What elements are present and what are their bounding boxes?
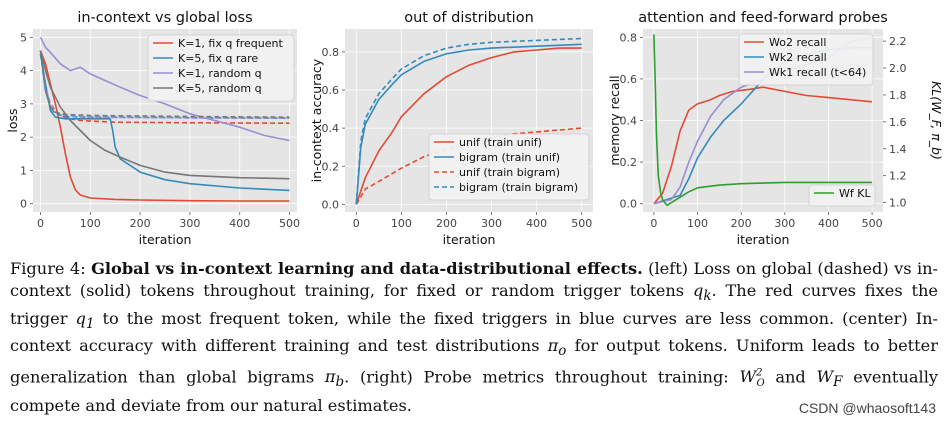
x-tick-label: 0 [353,217,360,230]
var-qk: qk [692,281,712,305]
y-tick-label: 0.0 [620,198,638,211]
y-tick-label: 0.8 [620,31,638,44]
y-tick-label: 0.2 [322,160,340,173]
x-tick-label: 200 [436,217,457,230]
legend-label: K=5, fix q rare [178,52,258,65]
chart-title: in-context vs global loss [77,10,252,26]
legend-label: Wo2 recall [769,36,826,49]
var-wo2: W2O [739,366,765,390]
series-line-3 [355,37,582,205]
y-tick-label: 2 [20,131,27,144]
x-tick-label: 500 [862,217,883,230]
y-right-tick-label: 2.0 [889,62,907,75]
legend-label: Wk2 recall [769,51,827,64]
y-right-axis-label: KL(W_F, π_b) [929,81,944,160]
legend-label: unif (train bigram) [459,166,560,179]
y-tick-label: 0.4 [620,115,638,128]
x-axis-label: iteration [737,232,790,247]
figure-panels: 0 100 200 300 400 500 0 1 2 3 4 5 in-context vs glob… [5,10,944,247]
y-tick-label: 1 [20,164,27,177]
chart-title: attention and feed-forward probes [638,10,888,26]
x-tick-label: 200 [130,217,151,230]
var-pi-b: πb [324,366,345,391]
legend-label: Wk1 recall (t<64) [769,66,866,79]
y-tick-label: 0.2 [620,156,638,169]
chart-title: out of distribution [404,10,534,26]
legend-box [428,133,590,201]
figure-caption: Figure 4: Global vs in-context learning … [10,259,939,416]
x-axis-label: iteration [139,232,192,247]
x-axis-label: iteration [443,232,496,247]
x-tick-label: 300 [179,217,200,230]
x-tick-label: 0 [37,217,44,230]
y-right-tick-label: 1.2 [889,170,907,183]
y-tick-label: 0 [20,198,27,211]
series-line-2 [39,53,290,192]
y-right-tick-label: 2.2 [889,35,907,48]
y-right-tick-label: 1.6 [889,116,907,129]
series-line-7 [39,50,290,118]
legend-box [147,34,295,102]
legend-label: K=1, random q [178,67,262,80]
var-q1: q1 [75,308,95,332]
series-line-0 [355,47,582,205]
x-tick-label: 100 [80,217,101,230]
y-right-tick-label: 1.0 [889,197,907,210]
legend-label: unif (train unif) [459,136,542,149]
legend-label: K=5, random q [178,82,262,95]
legend-label: bigram (train unif) [459,151,560,164]
x-tick-label: 400 [526,217,547,230]
x-tick-label: 400 [818,217,839,230]
x-tick-label: 500 [571,217,592,230]
ood-accuracy-chart: 0 100 200 300 400 500 0.0 0.2 0.4 0.6 0.8 out of di… [309,10,593,247]
legend-box [808,184,876,207]
legend-box [738,33,874,86]
x-tick-label: 0 [650,217,657,230]
series-line-3 [39,53,290,119]
y-tick-label: 0.6 [322,84,340,97]
series-line-0 [653,86,873,205]
caption-title: Global vs in-context learning and data-d… [91,259,643,278]
x-tick-label: 100 [391,217,412,230]
x-tick-label: 300 [774,217,795,230]
figure-label: Figure 4: [10,259,86,278]
y-tick-label: 4 [20,65,27,78]
y-axis-label: in-context accuracy [309,58,324,182]
legend-label: Wf KL [839,187,871,200]
series-line-4 [39,36,290,142]
y-tick-label: 0.6 [620,73,638,86]
x-tick-label: 200 [731,217,752,230]
y-right-tick-label: 1.8 [889,89,907,102]
csdn-watermark: CSDN @whaosoft143 [798,400,936,416]
legend-label: bigram (train bigram) [459,181,578,194]
y-tick-label: 0.8 [322,46,340,59]
x-tick-label: 500 [279,217,300,230]
y-tick-label: 3 [20,98,27,111]
x-tick-label: 300 [481,217,502,230]
y-tick-label: 5 [20,31,27,44]
legend-label: K=1, fix q frequent [178,37,283,50]
series-line-6 [39,50,290,180]
y-tick-label: 0.0 [322,198,340,211]
series-line-3 [653,34,873,207]
y-tick-label: 0.4 [322,122,340,135]
y-right-tick-label: 1.4 [889,143,907,156]
series-line-1 [355,43,582,205]
loss-chart: 0 100 200 300 400 500 0 1 2 3 4 5 in-context vs glob… [5,10,300,247]
var-wf: WF [816,366,843,391]
y-axis-label: loss [5,108,20,132]
var-pi-o: πo [547,336,567,360]
x-tick-label: 400 [229,217,250,230]
x-tick-label: 100 [687,217,708,230]
probes-chart: 0 100 200 300 400 500 0.0 0.2 0.4 0.6 0.8 1.0 1.2 1.4… [607,10,944,247]
y-axis-label: memory recall [607,75,622,165]
